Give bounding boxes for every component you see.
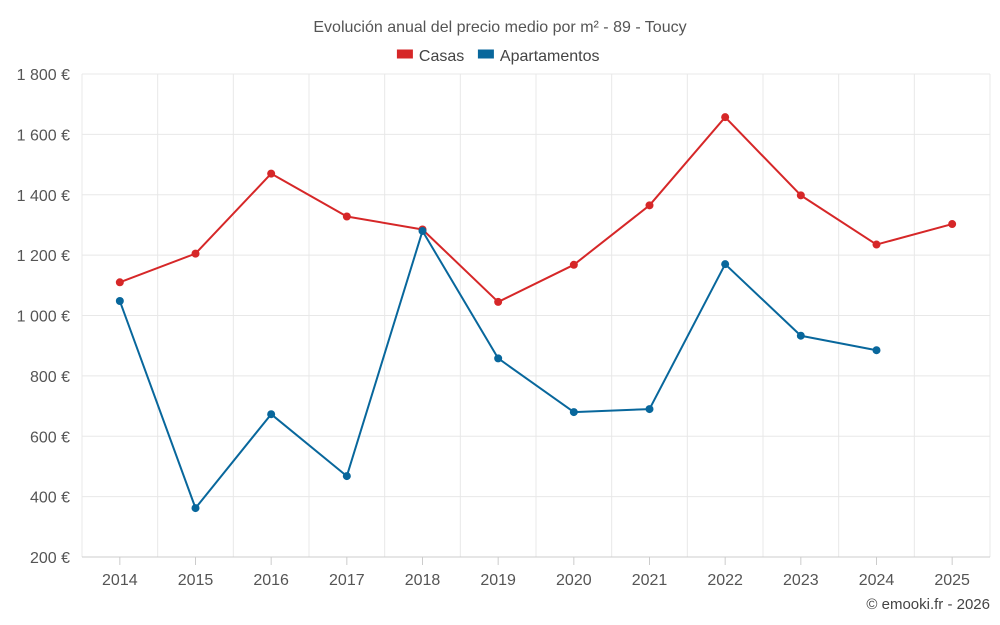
x-tick-label: 2022 [707,572,743,589]
chart-title: Evolución anual del precio medio por m² … [313,19,686,36]
y-tick-label: 1 000 € [17,309,70,326]
data-point[interactable] [494,354,503,363]
data-point[interactable] [267,410,276,419]
y-tick-label: 1 600 € [17,127,70,144]
grid [81,73,991,557]
y-tick-label: 1 400 € [17,188,70,205]
data-point[interactable] [721,113,730,122]
legend-item-casas[interactable]: Casas [396,48,464,65]
x-tick-label: 2020 [556,572,592,589]
series-casas [115,113,957,306]
data-point[interactable] [191,504,200,513]
x-tick-label: 2014 [102,572,138,589]
y-tick-label: 200 € [30,550,70,567]
x-tick-label: 2015 [178,572,214,589]
data-point[interactable] [796,331,805,340]
data-point[interactable] [342,472,351,481]
data-point[interactable] [569,260,578,269]
x-tick-label: 2018 [405,572,441,589]
axes: 200 € 400 € 600 € 800 € 1 000 € 1 200 € 1 400 … [17,67,990,589]
y-tick-label: 1 800 € [17,67,70,84]
series [115,113,957,513]
x-tick-label: 2017 [329,572,365,589]
x-tick-label: 2023 [783,572,819,589]
x-tick-label: 2024 [859,572,895,589]
data-point[interactable] [115,278,124,287]
x-tick-label: 2021 [632,572,668,589]
legend[interactable]: Casas Apartamentos [396,48,600,65]
x-tick-label: 2025 [934,572,970,589]
data-point[interactable] [342,212,351,221]
data-point[interactable] [494,297,503,306]
legend-swatch [477,49,494,59]
legend-label: Casas [419,48,464,65]
data-point[interactable] [569,408,578,417]
data-point[interactable] [645,405,654,414]
x-tick-label: 2016 [253,572,289,589]
series-apartamentos [115,226,881,513]
data-point[interactable] [267,169,276,178]
data-point[interactable] [948,220,957,229]
data-point[interactable] [115,297,124,306]
y-tick-label: 400 € [30,490,70,507]
data-point[interactable] [645,201,654,210]
x-tick-label: 2019 [480,572,516,589]
credit-text: © emooki.fr - 2026 [866,596,990,613]
legend-item-apartamentos[interactable]: Apartamentos [477,48,600,65]
data-point[interactable] [872,346,881,355]
data-point[interactable] [721,260,730,269]
legend-label: Apartamentos [500,48,600,65]
y-tick-label: 1 200 € [17,248,70,265]
data-point[interactable] [796,191,805,200]
data-point[interactable] [418,226,427,235]
data-point[interactable] [872,240,881,249]
series-line [119,116,953,303]
y-tick-label: 800 € [30,369,70,386]
legend-swatch [396,49,413,59]
data-point[interactable] [191,249,200,258]
y-tick-label: 600 € [30,429,70,446]
